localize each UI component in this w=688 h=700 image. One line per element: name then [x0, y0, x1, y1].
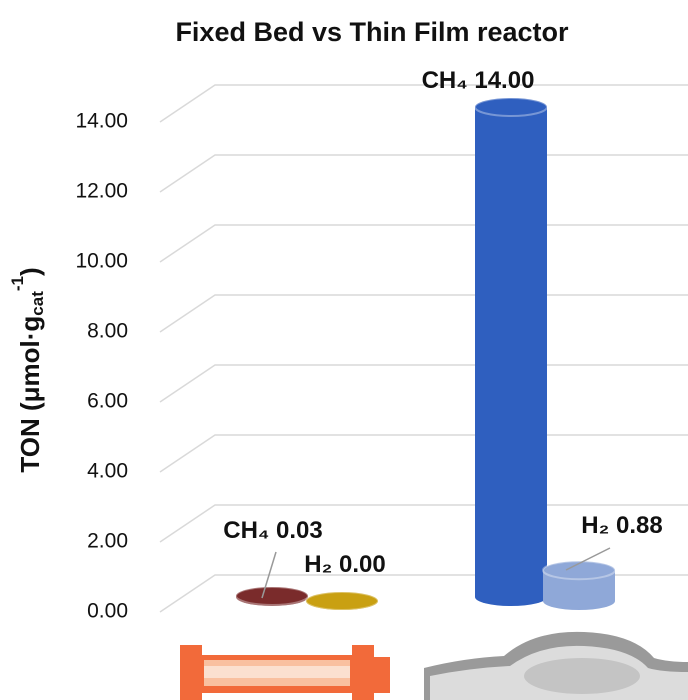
- grid-line: [160, 295, 688, 332]
- y-tick-label: 14.00: [75, 110, 128, 133]
- y-label-sub: cat: [28, 291, 47, 316]
- series-name: H₂: [304, 551, 332, 578]
- chart: Fixed Bed vs Thin Film reactor TON (μmol…: [0, 0, 688, 700]
- y-tick-label: 6.00: [87, 390, 128, 413]
- y-tick-label: 8.00: [87, 320, 128, 343]
- cylinder-top: [236, 587, 308, 605]
- series-name: H₂: [581, 512, 609, 539]
- data-label: H₂ 0.00: [304, 551, 385, 578]
- value-label: 14.00: [474, 67, 534, 94]
- grid-line: [160, 435, 688, 472]
- y-label-sup: -1: [8, 276, 27, 291]
- value-label: 0.03: [276, 517, 323, 544]
- grid-line: [160, 155, 688, 192]
- thin-film-reactor-image: [424, 632, 688, 700]
- y-label-main: TON (μmol·g: [15, 316, 45, 473]
- data-label: CH₄ 0.03: [223, 517, 323, 544]
- y-tick-label: 2.00: [87, 530, 128, 553]
- chart-title: Fixed Bed vs Thin Film reactor: [175, 17, 569, 47]
- value-label: 0.00: [339, 551, 386, 578]
- fixed-bed-reactor-image: [178, 640, 390, 700]
- series-name: CH₄: [223, 517, 269, 544]
- y-label-close: ): [15, 267, 45, 276]
- cylinder-top: [475, 98, 547, 116]
- data-label: CH₄ 14.00: [422, 67, 535, 94]
- y-tick-label: 4.00: [87, 460, 128, 483]
- y-axis-label: TON (μmol·gcat-1): [8, 267, 47, 472]
- data-label: H₂ 0.88: [581, 512, 662, 539]
- cylinder-top: [306, 592, 378, 610]
- y-tick-label: 12.00: [75, 180, 128, 203]
- y-tick-label: 0.00: [87, 600, 128, 623]
- cylinder-body: [475, 107, 547, 606]
- grid-line: [160, 225, 688, 262]
- y-tick-label: 10.00: [75, 250, 128, 273]
- value-label: 0.88: [616, 512, 663, 539]
- grid-line: [160, 365, 688, 402]
- series-name: CH₄: [422, 67, 468, 94]
